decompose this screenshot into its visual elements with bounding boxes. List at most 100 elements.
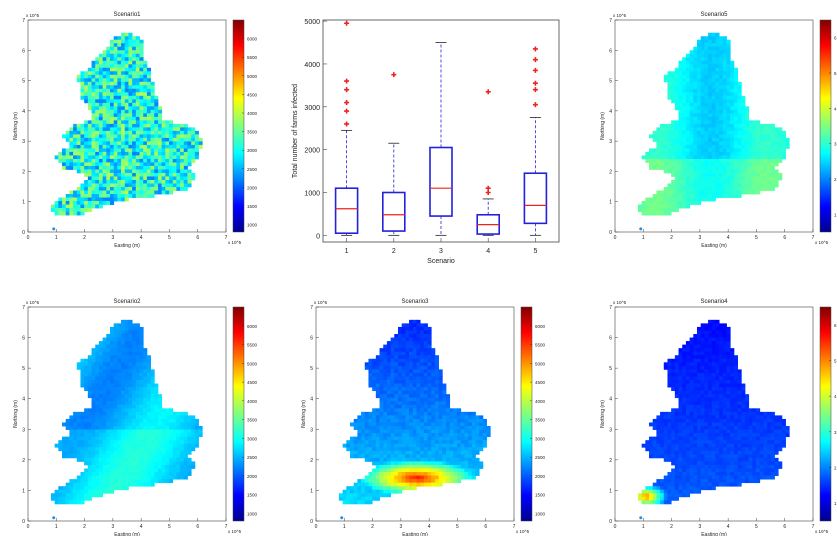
heatmap-cell	[700, 137, 705, 142]
heatmap-cell	[95, 401, 100, 406]
heatmap-cell	[132, 355, 137, 360]
heatmap-cell	[689, 151, 694, 156]
heatmap-cell	[409, 330, 414, 335]
heatmap-cell	[730, 106, 735, 111]
heatmap-cell	[139, 127, 144, 132]
heatmap-cell	[368, 380, 373, 384]
heatmap-cell	[486, 429, 491, 434]
heatmap-cell	[457, 408, 462, 413]
heatmap-cell	[475, 418, 480, 423]
heatmap-cell	[165, 141, 170, 146]
x-axis-label: Easting (m)	[402, 532, 428, 536]
heatmap-cell	[98, 106, 104, 111]
heatmap-cell	[431, 461, 436, 466]
heatmap-cell	[405, 415, 410, 420]
heatmap-cell	[401, 440, 406, 445]
heatmap-cell	[117, 99, 122, 104]
heatmap-cell	[87, 123, 92, 128]
heatmap-cell	[763, 123, 768, 128]
heatmap-cell	[401, 369, 406, 374]
heatmap-cell	[132, 351, 137, 356]
y-tick-label: 4	[609, 109, 612, 115]
heatmap-cell	[390, 422, 395, 427]
heatmap-cell	[132, 74, 137, 79]
heatmap-cell	[169, 426, 174, 430]
heatmap-cell	[427, 404, 432, 409]
y-tick-label: 5000	[304, 19, 320, 26]
heatmap-cell	[386, 472, 392, 476]
heatmap-cell	[708, 197, 713, 202]
heatmap-cell	[135, 134, 140, 139]
heatmap-cell	[397, 355, 403, 360]
heatmap-cell	[412, 341, 417, 346]
heatmap-cell	[106, 67, 111, 72]
heatmap-cell	[423, 365, 428, 370]
heatmap-cell	[663, 144, 668, 149]
heatmap-cell	[62, 493, 67, 498]
heatmap-cell	[453, 468, 458, 473]
heatmap-cell	[409, 351, 414, 356]
heatmap-cell	[468, 454, 473, 459]
heatmap-cell	[124, 426, 129, 430]
heatmap-cell	[98, 155, 104, 160]
heatmap-cell	[383, 387, 388, 392]
colorbar-tick-label: 5000	[247, 361, 258, 366]
heatmap-cell	[759, 162, 764, 167]
heatmap-cell	[102, 85, 107, 90]
heatmap-cell	[95, 148, 100, 153]
colorbar	[232, 19, 245, 233]
heatmap-cell	[383, 351, 388, 356]
heatmap-cell	[726, 113, 731, 118]
heatmap-cell	[412, 447, 417, 452]
heatmap-cell	[416, 404, 421, 409]
heatmap-cell	[80, 489, 85, 494]
heatmap-cell	[730, 141, 735, 146]
heatmap-cell	[390, 394, 395, 399]
heatmap-cell	[416, 383, 421, 388]
heatmap-cell	[91, 394, 96, 399]
heatmap-cell	[364, 362, 369, 367]
heatmap-cell	[150, 172, 155, 177]
heatmap-cell	[700, 102, 705, 107]
heatmap-cell	[405, 372, 410, 377]
heatmap-cell	[397, 372, 403, 377]
heatmap-cell	[157, 436, 163, 441]
heatmap-cell	[372, 365, 377, 370]
heatmap-cell	[113, 85, 118, 90]
heatmap-cell	[394, 390, 399, 395]
heatmap-cell	[379, 429, 384, 434]
heatmap-cell	[84, 183, 89, 188]
heatmap-cell	[420, 355, 425, 360]
heatmap-cell	[386, 380, 392, 384]
heatmap-cell	[464, 436, 469, 441]
heatmap-cell	[54, 208, 59, 212]
heatmap-cell	[65, 489, 70, 494]
heatmap-cell	[102, 144, 107, 149]
heatmap-cell	[357, 447, 362, 452]
heatmap-cell	[375, 369, 380, 374]
heatmap-cell	[154, 109, 159, 114]
heatmap-cell	[405, 411, 410, 416]
heatmap-cell	[689, 99, 694, 104]
heatmap-cell	[442, 390, 447, 395]
heatmap-cell	[76, 479, 81, 484]
heatmap-cell	[752, 186, 757, 191]
heatmap-cell	[165, 172, 170, 177]
heatmap-cell	[109, 464, 115, 469]
heatmap-cell	[128, 39, 133, 44]
heatmap-cell	[416, 376, 421, 381]
heatmap-cell	[73, 155, 78, 160]
heatmap-cell	[124, 404, 129, 409]
heatmap-cell	[711, 88, 716, 93]
heatmap-cell	[117, 457, 122, 462]
heatmap-cell	[700, 46, 705, 51]
heatmap-cell	[157, 433, 163, 438]
heatmap-cell	[143, 144, 148, 149]
heatmap-cell	[375, 422, 380, 427]
heatmap-cell	[708, 39, 713, 44]
heatmap-cell	[91, 155, 96, 160]
heatmap-cell	[73, 496, 78, 501]
heatmap-cell	[685, 106, 691, 111]
heatmap-cell	[696, 194, 702, 198]
heatmap-cell	[678, 67, 683, 72]
